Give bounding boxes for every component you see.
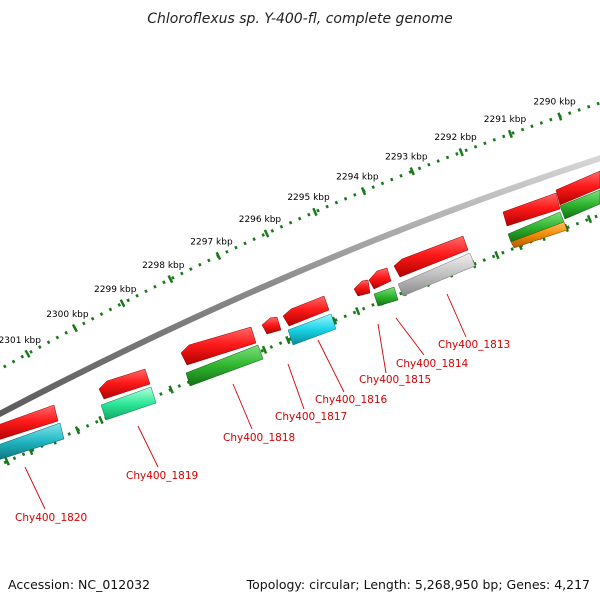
- scale-tick-label: 2294 kbp: [336, 172, 379, 182]
- gene-label[interactable]: Chy400_1813: [438, 339, 510, 351]
- genome-summary-text: Topology: circular; Length: 5,268,950 bp…: [246, 577, 590, 592]
- scale-tick: [215, 251, 222, 261]
- scale-tick: [458, 148, 464, 157]
- scale-tick: [409, 167, 415, 176]
- inner-scale-tick: [586, 214, 593, 224]
- scale-tick-label: 2301 kbp: [0, 336, 41, 346]
- leader-line: [377, 323, 387, 374]
- scale-tick-label: 2299 kbp: [94, 285, 137, 295]
- scale-tick: [167, 274, 174, 284]
- inner-scale-tick: [4, 457, 10, 466]
- gene-label[interactable]: Chy400_1817: [275, 411, 347, 423]
- gene-arrow[interactable]: [261, 316, 282, 335]
- inner-scale-tick: [285, 335, 291, 345]
- gene-label[interactable]: Chy400_1816: [315, 394, 388, 406]
- scale-tick-label: 2291 kbp: [484, 115, 527, 125]
- gene-label[interactable]: Chy400_1815: [359, 374, 431, 386]
- leader-line: [317, 339, 345, 393]
- scale-tick: [360, 187, 367, 196]
- forward-strand-genes: [0, 170, 600, 441]
- feature-green-bar[interactable]: [559, 189, 600, 220]
- inner-scale-tick: [168, 385, 174, 394]
- scale-tick: [557, 112, 563, 121]
- gene-arrow[interactable]: [98, 368, 151, 400]
- gene-arrow[interactable]: [502, 192, 561, 227]
- scale-tick-label: 2295 kbp: [287, 193, 330, 203]
- inner-scale-tick: [261, 345, 268, 354]
- gene-arrow[interactable]: [282, 295, 330, 327]
- scale-tick: [263, 229, 270, 238]
- leader-line: [287, 363, 305, 410]
- accession-text: Accession: NC_012032: [8, 577, 151, 592]
- gene-labels: Chy400_1813 Chy400_1814 Chy400_1815 Chy4…: [15, 293, 510, 524]
- leader-line: [137, 425, 159, 468]
- inner-scale-tick: [331, 316, 338, 325]
- feature-bars: [0, 189, 600, 461]
- scale-tick: [507, 129, 513, 139]
- scale-tick: [312, 207, 318, 217]
- gene-label[interactable]: Chy400_1818: [223, 432, 295, 444]
- leader-line: [395, 317, 425, 356]
- gene-arrow[interactable]: [353, 279, 371, 297]
- feature-cyan-bar[interactable]: [287, 313, 337, 346]
- scale-tick-label: 2296 kbp: [239, 215, 282, 225]
- feature-gray-bar[interactable]: [397, 252, 476, 297]
- scale-tick-label: 2300 kbp: [46, 310, 89, 320]
- outer-scale-dots: [0, 101, 600, 371]
- scale-tick-label: 2298 kbp: [142, 261, 185, 271]
- genome-backbone: [0, 155, 600, 418]
- gene-arrow[interactable]: [0, 404, 59, 441]
- map-title: Chloroflexus sp. Y-400-fl, complete geno…: [147, 11, 453, 27]
- gene-label[interactable]: Chy400_1819: [126, 470, 198, 482]
- inner-scale-tick: [98, 415, 104, 425]
- leader-line: [446, 293, 467, 338]
- scale-tick-label: 2292 kbp: [434, 133, 477, 143]
- scale-tick: [71, 323, 78, 333]
- scale-tick: [119, 299, 126, 308]
- leader-line: [24, 466, 46, 510]
- inner-scale-tick: [494, 250, 500, 260]
- gene-arrow[interactable]: [393, 235, 469, 278]
- scale-tick: [24, 349, 31, 358]
- feature-orange-bar[interactable]: [510, 221, 568, 249]
- feature-green-bar[interactable]: [185, 344, 264, 387]
- inner-scale-tick: [74, 426, 81, 435]
- gene-arrow[interactable]: [368, 267, 392, 290]
- feature-green-bar[interactable]: [373, 286, 399, 307]
- feature-mint-bar[interactable]: [100, 386, 157, 421]
- scale-tick-label: 2297 kbp: [190, 237, 233, 247]
- inner-scale-tick: [355, 306, 361, 316]
- feature-teal-bar[interactable]: [0, 422, 65, 461]
- scale-tick-label: 2290 kbp: [533, 97, 576, 107]
- gene-arrow[interactable]: [180, 326, 257, 366]
- scale-tick-label: 2293 kbp: [385, 152, 428, 162]
- gene-label[interactable]: Chy400_1814: [396, 358, 469, 370]
- outer-scale-ticks: [24, 112, 563, 358]
- gene-arrow[interactable]: [555, 170, 600, 206]
- leader-line: [232, 383, 253, 430]
- gene-label[interactable]: Chy400_1820: [15, 512, 87, 524]
- scale-tick-labels: 2290 kbp 2291 kbp 2292 kbp 2293 kbp 2294 kbp…: [0, 97, 576, 345]
